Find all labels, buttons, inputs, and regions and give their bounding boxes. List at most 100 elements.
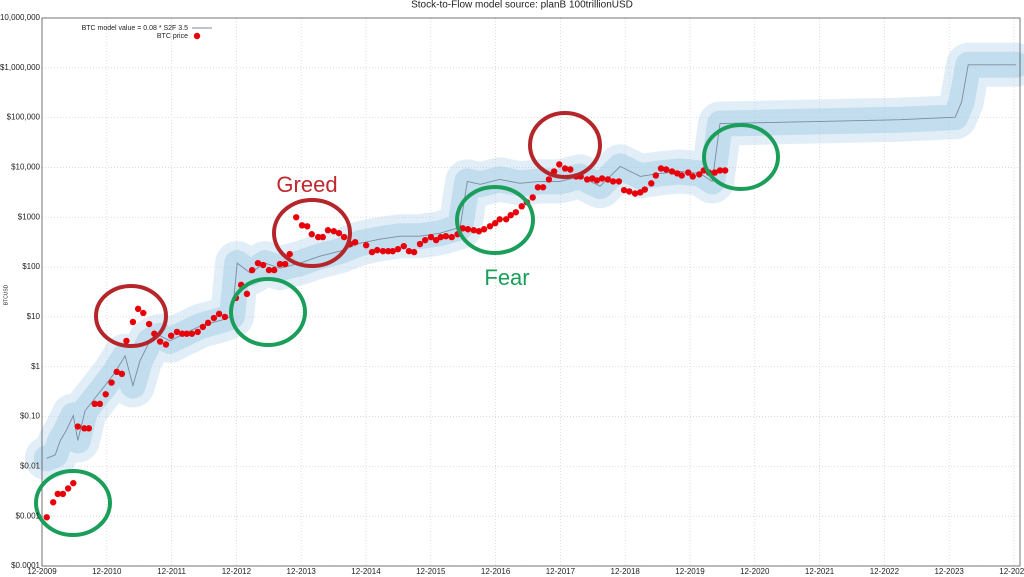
price-point: [145, 320, 153, 328]
y-tick-label: $0.10: [20, 412, 41, 421]
price-point: [685, 169, 692, 176]
legend-label: BTC model value = 0.08 * S2F 3.5: [82, 25, 189, 32]
price-point: [512, 209, 520, 216]
price-point: [583, 176, 591, 183]
y-tick-label: $1,000,000: [0, 63, 41, 72]
price-point: [615, 178, 623, 185]
price-point: [351, 238, 359, 246]
price-point: [410, 248, 418, 256]
price-point: [567, 166, 574, 173]
x-tick-label: 12-2010: [92, 567, 122, 576]
price-point: [678, 172, 685, 179]
price-point: [70, 479, 77, 487]
price-point: [689, 173, 696, 180]
price-point: [400, 242, 407, 250]
y-axis-label: BTCUSD: [3, 284, 9, 305]
fear-circle: [34, 469, 112, 537]
price-point: [626, 188, 633, 195]
x-tick-label: 12-2014: [351, 567, 381, 576]
price-point: [604, 176, 612, 183]
price-point: [102, 391, 109, 398]
price-point: [421, 236, 429, 244]
x-tick-label: 12-2015: [416, 567, 446, 576]
price-point: [221, 313, 229, 321]
price-point: [43, 514, 50, 521]
x-tick-label: 12-2018: [611, 567, 641, 576]
price-point: [129, 318, 137, 326]
price-point: [663, 166, 670, 173]
price-point: [716, 167, 724, 174]
x-tick-label: 12-2021: [805, 567, 835, 576]
y-tick-label: $10,000: [11, 163, 40, 172]
y-tick-label: $100,000: [7, 113, 41, 122]
plot-frame: [41, 17, 1021, 567]
price-point: [335, 229, 343, 237]
price-point: [405, 247, 413, 255]
y-tick-label: $10: [27, 312, 41, 321]
price-point: [74, 423, 82, 430]
price-point: [308, 231, 315, 238]
price-point: [59, 490, 67, 498]
price-point: [657, 165, 665, 172]
price-point: [486, 223, 494, 230]
price-point: [265, 266, 273, 274]
price-point: [539, 184, 547, 191]
x-tick-label: 12-2023: [934, 567, 964, 576]
price-point: [534, 184, 542, 191]
price-point: [593, 177, 601, 184]
price-point: [134, 305, 142, 313]
price-point: [324, 227, 332, 234]
model-band-inner: [33, 51, 1024, 472]
y-tick-label: $1: [31, 362, 40, 371]
price-point: [162, 341, 170, 348]
price-point: [319, 233, 326, 241]
y-tick-label: $10,000,000: [0, 13, 41, 22]
price-point: [496, 216, 503, 223]
greed-circle: [272, 198, 352, 268]
price-point: [648, 180, 655, 187]
price-point: [374, 246, 381, 254]
price-point: [113, 368, 120, 376]
y-tick-label: $100: [22, 262, 40, 271]
price-point: [123, 337, 130, 345]
sentiment-circles: [34, 111, 780, 537]
price-point: [254, 259, 262, 267]
y-tick-label: $0.01: [20, 461, 41, 470]
price-point: [85, 425, 93, 432]
price-point: [199, 323, 207, 331]
price-point: [437, 233, 444, 241]
price-point: [561, 165, 569, 172]
price-point: [416, 240, 424, 248]
price-point: [631, 190, 639, 197]
price-point: [641, 186, 649, 193]
price-point: [491, 220, 499, 227]
x-tick-label: 12-2019: [675, 567, 705, 576]
price-point: [204, 319, 212, 327]
price-point: [518, 203, 525, 210]
marks: [43, 64, 1017, 521]
price-point: [81, 425, 88, 432]
model-band: [24, 42, 1024, 481]
price-point: [178, 330, 186, 337]
price-point: [140, 309, 147, 317]
x-tick-label: 12-2011: [157, 567, 186, 576]
price-point: [448, 233, 455, 241]
price-point: [259, 261, 267, 269]
price-point: [293, 214, 300, 221]
x-tick-label: 12-2009: [27, 567, 57, 576]
price-point: [556, 161, 563, 168]
price-point: [427, 233, 435, 241]
price-point: [480, 226, 488, 233]
price-point: [304, 223, 311, 230]
y-tick-label: $0.001: [16, 511, 41, 520]
price-point: [286, 250, 293, 258]
x-tick-label: 12-2016: [481, 567, 511, 576]
price-point: [270, 266, 278, 274]
x-tick-label: 12-2013: [287, 567, 317, 576]
price-point: [668, 168, 676, 175]
price-point: [210, 314, 218, 322]
price-point: [156, 338, 164, 345]
price-point: [529, 194, 536, 201]
price-point: [243, 290, 251, 298]
